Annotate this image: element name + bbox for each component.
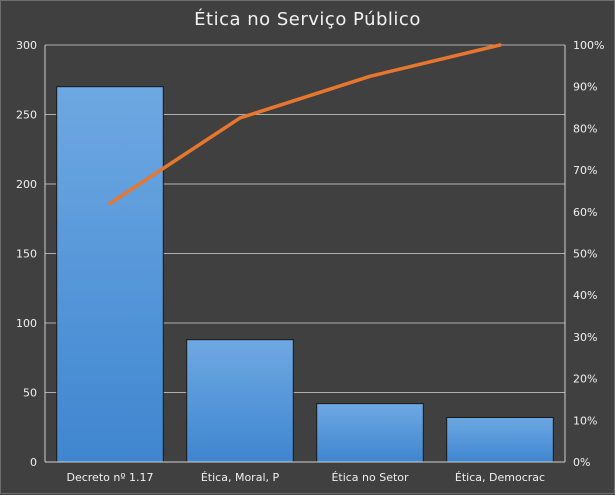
y-left-tick-label: 0 bbox=[30, 456, 37, 469]
y-right-tick-label: 70% bbox=[573, 164, 597, 177]
y-right-tick-label: 60% bbox=[573, 206, 597, 219]
y-left-tick-label: 250 bbox=[16, 109, 37, 122]
x-category-label: Ética, Moral, P bbox=[201, 471, 280, 484]
bar bbox=[57, 87, 164, 462]
y-left-tick-label: 200 bbox=[16, 178, 37, 191]
y-left-tick-label: 300 bbox=[16, 39, 37, 52]
y-right-tick-label: 50% bbox=[573, 248, 597, 261]
bar bbox=[317, 404, 424, 462]
bar bbox=[447, 418, 554, 462]
y-right-tick-label: 30% bbox=[573, 331, 597, 344]
y-right-tick-label: 0% bbox=[573, 456, 590, 469]
y-right-tick-label: 10% bbox=[573, 414, 597, 427]
y-left-tick-label: 100 bbox=[16, 317, 37, 330]
y-right-tick-label: 90% bbox=[573, 81, 597, 94]
y-right-tick-label: 20% bbox=[573, 373, 597, 386]
x-category-label: Ética no Setor bbox=[331, 471, 409, 484]
y-left-tick-label: 50 bbox=[23, 387, 37, 400]
cumulative-line bbox=[110, 45, 500, 203]
y-right-tick-label: 100% bbox=[573, 39, 604, 52]
bar bbox=[187, 340, 294, 462]
y-right-tick-label: 40% bbox=[573, 289, 597, 302]
x-category-label: Ética, Democrac bbox=[455, 471, 545, 484]
y-right-tick-label: 80% bbox=[573, 122, 597, 135]
y-left-tick-label: 150 bbox=[16, 248, 37, 261]
x-category-label: Decreto nº 1.17 bbox=[66, 471, 153, 484]
